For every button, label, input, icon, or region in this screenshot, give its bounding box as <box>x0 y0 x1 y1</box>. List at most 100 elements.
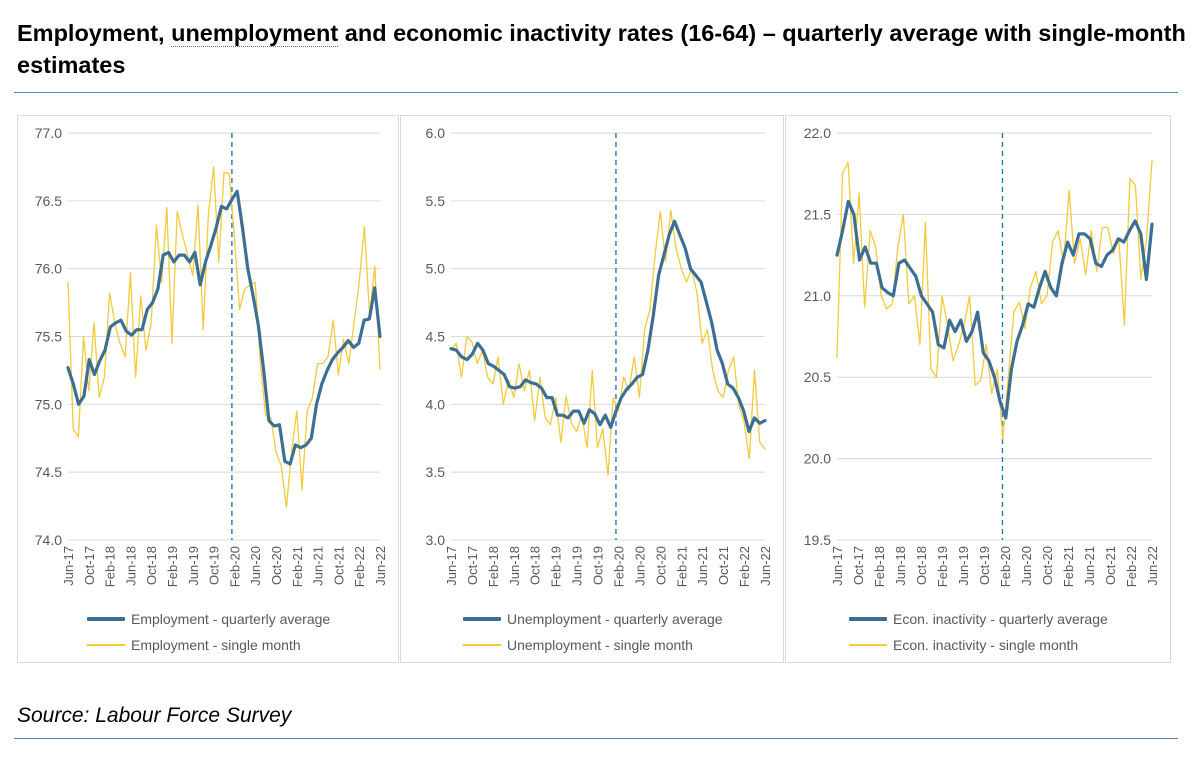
x-tick-label: Oct-21 <box>716 546 731 585</box>
legend-item-employment-quarterly: Employment - quarterly average <box>87 606 330 632</box>
y-tick-label: 4.5 <box>426 329 446 345</box>
x-tick-label: Jun-20 <box>1019 546 1034 586</box>
employment-quarterly-line <box>66 189 382 466</box>
y-tick-label: 77.0 <box>35 125 62 141</box>
x-tick-label: Oct-17 <box>851 546 866 585</box>
x-tick-label: Oct-20 <box>653 546 668 585</box>
x-tick-label: Jun-18 <box>893 546 908 586</box>
x-tick-label: Feb-21 <box>290 546 305 587</box>
title-underlined-word[interactable]: unemployment <box>171 20 339 47</box>
x-tick-label: Jun-21 <box>695 546 710 586</box>
employment-single-month-line <box>67 166 381 509</box>
y-tick-label: 6.0 <box>426 125 446 141</box>
x-tick-label: Feb-20 <box>998 546 1013 587</box>
y-tick-label: 20.0 <box>804 451 831 467</box>
legend-swatch-single <box>463 644 501 646</box>
x-tick-label: Oct-17 <box>465 546 480 585</box>
source-note: Source: Labour Force Survey <box>17 704 292 727</box>
y-tick-label: 76.0 <box>35 261 62 277</box>
x-tick-label: Feb-21 <box>1061 546 1076 587</box>
legend-swatch-single <box>849 644 887 646</box>
x-tick-label: Oct-19 <box>207 546 222 585</box>
y-tick-label: 75.0 <box>35 396 62 412</box>
x-tick-label: Feb-19 <box>549 546 564 587</box>
y-tick-label: 5.5 <box>426 193 446 209</box>
x-tick-label: Oct-21 <box>1103 546 1118 585</box>
x-tick-label: Feb-20 <box>611 546 626 587</box>
x-tick-label: Jun-21 <box>1082 546 1097 586</box>
title-part-1: Employment, <box>17 20 172 46</box>
legend-swatch-single <box>87 644 125 646</box>
top-divider <box>14 92 1178 93</box>
x-tick-label: Feb-19 <box>935 546 950 587</box>
inactivity-quarterly-line <box>835 199 1154 420</box>
x-tick-label: Feb-22 <box>1124 546 1139 587</box>
y-tick-label: 3.5 <box>426 464 446 480</box>
y-tick-label: 75.5 <box>35 329 62 345</box>
x-tick-label: Oct-21 <box>331 546 346 585</box>
legend-label: Unemployment - single month <box>507 637 693 653</box>
y-tick-label: 74.0 <box>35 532 62 548</box>
unemployment-chart-svg: 3.0 3.5 4.0 4.5 5.0 5.5 6.0 Jun-17 Oct-17 Feb-18 J… <box>426 125 773 587</box>
inactivity-chart-panel: 19.5 20.0 20.5 21.0 21.5 22.0 Jun-17 Oct-17 Feb-… <box>785 115 1171 663</box>
legend-item-inactivity-quarterly: Econ. inactivity - quarterly average <box>849 606 1108 632</box>
y-tick-label: 21.5 <box>804 206 831 222</box>
legend-item-unemployment-quarterly: Unemployment - quarterly average <box>463 606 723 632</box>
legend-item-employment-single: Employment - single month <box>87 632 330 658</box>
inactivity-single-month-line <box>836 160 1153 440</box>
legend-swatch-quarterly <box>87 617 125 621</box>
x-tick-label: Feb-22 <box>352 546 367 587</box>
legend-label: Econ. inactivity - single month <box>893 637 1079 653</box>
legend-label: Econ. inactivity - quarterly average <box>893 611 1108 627</box>
x-tick-label: Jun-18 <box>507 546 522 586</box>
unemployment-quarterly-line <box>449 219 767 434</box>
y-tick-label: 5.0 <box>426 261 446 277</box>
x-tick-label: Oct-19 <box>591 546 606 585</box>
x-tick-label: Jun-21 <box>311 546 326 586</box>
legend-item-unemployment-single: Unemployment - single month <box>463 632 723 658</box>
x-tick-label: Jun-19 <box>956 546 971 586</box>
x-tick-label: Oct-17 <box>82 546 97 585</box>
x-tick-label: Jun-19 <box>570 546 585 586</box>
y-tick-label: 76.5 <box>35 193 62 209</box>
x-tick-label: Jun-17 <box>444 546 459 586</box>
x-tick-label: Oct-19 <box>977 546 992 585</box>
y-tick-label: 20.5 <box>804 369 831 385</box>
legend-label: Employment - quarterly average <box>131 611 331 627</box>
employment-chart-panel: 74.0 74.5 75.0 75.5 76.0 76.5 77.0 Jun-17 Oct-17… <box>17 115 399 663</box>
x-tick-label: Feb-19 <box>165 546 180 587</box>
unemployment-legend: Unemployment - quarterly average Unemplo… <box>463 606 723 658</box>
inactivity-chart-svg: 19.5 20.0 20.5 21.0 21.5 22.0 Jun-17 Oct-17 Feb-… <box>804 125 1160 587</box>
y-tick-label: 22.0 <box>804 125 831 141</box>
x-tick-label: Jun-17 <box>61 546 76 586</box>
x-tick-label: Jun-19 <box>186 546 201 586</box>
legend-swatch-quarterly <box>849 617 887 621</box>
x-tick-label: Feb-18 <box>103 546 118 587</box>
legend-label: Unemployment - quarterly average <box>507 611 723 627</box>
x-tick-label: Feb-22 <box>737 546 752 587</box>
x-tick-label: Jun-22 <box>1145 546 1160 586</box>
y-tick-label: 19.5 <box>804 532 831 548</box>
x-tick-label: Jun-22 <box>373 546 388 586</box>
employment-chart-svg: 74.0 74.5 75.0 75.5 76.0 76.5 77.0 Jun-17 Oct-17… <box>35 125 388 587</box>
title-part-2: and economic inactivity rates (16-64) – … <box>17 20 1186 78</box>
legend-swatch-quarterly <box>463 617 501 621</box>
y-tick-label: 21.0 <box>804 288 831 304</box>
x-tick-label: Oct-20 <box>269 546 284 585</box>
chart-title: Employment, unemployment and economic in… <box>17 17 1187 81</box>
x-tick-label: Feb-20 <box>227 546 242 587</box>
y-tick-label: 4.0 <box>426 396 446 412</box>
x-tick-label: Oct-18 <box>914 546 929 585</box>
legend-label: Employment - single month <box>131 637 301 653</box>
x-tick-label: Oct-18 <box>528 546 543 585</box>
x-tick-label: Jun-20 <box>248 546 263 586</box>
x-tick-label: Feb-18 <box>872 546 887 587</box>
bottom-divider <box>14 738 1178 739</box>
unemployment-chart-panel: 3.0 3.5 4.0 4.5 5.0 5.5 6.0 Jun-17 Oct-17 Feb-18 J… <box>400 115 784 663</box>
legend-item-inactivity-single: Econ. inactivity - single month <box>849 632 1108 658</box>
employment-legend: Employment - quarterly average Employmen… <box>87 606 330 658</box>
x-tick-label: Jun-20 <box>632 546 647 586</box>
x-tick-label: Jun-17 <box>830 546 845 586</box>
inactivity-legend: Econ. inactivity - quarterly average Eco… <box>849 606 1108 658</box>
x-tick-label: Jun-22 <box>758 546 773 586</box>
